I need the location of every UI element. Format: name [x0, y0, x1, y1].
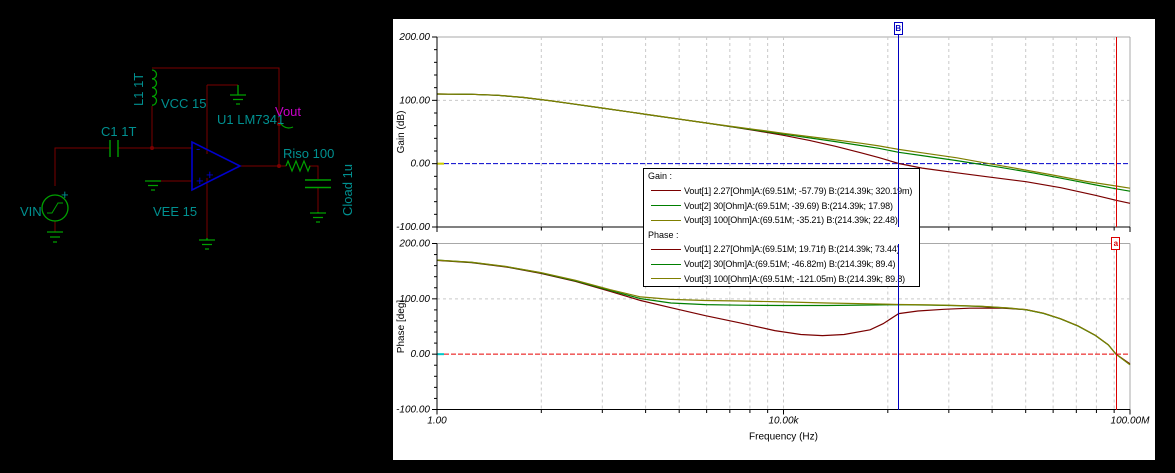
c1-capacitor-symbol[interactable]	[109, 140, 119, 157]
opamp-plus-sign-2: +	[206, 167, 214, 182]
legend-entry-text: Vout[2] 30[Ohm]A:(69.51M; -46.82m) B:(21…	[684, 259, 896, 270]
riso-label: Riso 100	[283, 146, 334, 161]
vin-source-symbol[interactable]	[41, 194, 69, 222]
vcc-label: VCC 15	[161, 96, 207, 111]
vcc-ground-icon[interactable]	[230, 85, 246, 105]
legend-entry-text: Vout[3] 100[Ohm]A:(69.51M; -121.05m) B:(…	[684, 273, 906, 284]
legend-row: Vout[3] 100[Ohm]A:(69.51M; -35.21) B:(21…	[644, 213, 919, 227]
vee-label: VEE 15	[153, 204, 197, 219]
legend-box[interactable]: Gain : Vout[1] 2.27[Ohm]A:(69.51M; -57.79…	[643, 168, 920, 287]
cload-ground-icon[interactable]	[310, 212, 326, 223]
opamp-plus-sign: +	[196, 173, 204, 188]
phase-x-tick-label: 100.00M	[1111, 416, 1151, 427]
legend-entry-text: Vout[1] 2.27[Ohm]A:(69.51M; -57.79) B:(2…	[684, 185, 913, 196]
phase-y-tick-label: -100.00	[396, 405, 430, 416]
ground-icon[interactable]	[47, 231, 63, 243]
cursor-b-line-gain[interactable]	[898, 33, 900, 227]
phase-x-tick-label: 10.00k	[768, 416, 799, 427]
cload-capacitor-symbol[interactable]	[305, 179, 331, 189]
c1-label: C1 1T	[101, 124, 136, 139]
u1-label: U1 LM7341	[217, 112, 284, 127]
legend-entry-text: Vout[2] 30[Ohm]A:(69.51M; -39.69) B:(214…	[684, 200, 893, 211]
schematic-editor[interactable]: + - + +	[0, 0, 393, 473]
vout-net-label: Vout	[275, 104, 301, 119]
gain-y-tick-label: 100.00	[399, 95, 430, 106]
legend-row: Vout[3] 100[Ohm]A:(69.51M; -121.05m) B:(…	[644, 272, 919, 286]
bode-plot: 200.00 100.00 0.00 -100.00 Gain (dB) 200.00 10…	[396, 32, 1151, 443]
wires[interactable]	[54, 67, 319, 238]
legend-swatch-line	[651, 205, 681, 207]
cload-label: Cload 1u	[340, 164, 355, 216]
l1-inductor-symbol[interactable]	[151, 69, 158, 106]
phase-y-axis-title: Phase [deg]	[396, 300, 407, 354]
phase-y-tick-label: 0.00	[411, 349, 431, 360]
gain-y-axis-title: Gain (dB)	[396, 111, 407, 154]
legend-swatch-line	[651, 263, 681, 265]
l1-label: L1 1T	[131, 73, 146, 106]
cursor-a-line-gain[interactable]	[1115, 37, 1117, 227]
legend-swatch-line	[651, 190, 681, 192]
legend-swatch-line	[651, 219, 681, 221]
phase-y-tick-label: 100.00	[399, 294, 430, 305]
legend-row: Vout[1] 2.27[Ohm]A:(69.51M; -57.79) B:(2…	[644, 184, 919, 198]
opamp-symbol[interactable]: - + +	[191, 140, 242, 192]
legend-heading: Gain :	[648, 171, 673, 182]
gain-y-tick-label: -100.00	[396, 222, 430, 233]
vin-label: VIN	[20, 204, 42, 219]
legend-row: Vout[1] 2.27[Ohm]A:(69.51M; 19.71f) B:(2…	[644, 242, 919, 256]
phase-x-tick-label: 1.00	[427, 416, 447, 427]
cursor-b-line-phase[interactable]	[898, 243, 900, 410]
phase-y-tick-label: 200.00	[398, 239, 430, 250]
node-dots	[150, 122, 281, 168]
phase-curve-vout3[interactable]	[436, 259, 1131, 366]
gain-y-tick-label: 0.00	[411, 159, 431, 170]
legend-entry-text: Vout[1] 2.27[Ohm]A:(69.51M; 19.71f) B:(2…	[684, 244, 900, 255]
legend-row: Vout[2] 30[Ohm]A:(69.51M; -46.82m) B:(21…	[644, 257, 919, 271]
legend-entry-text: Vout[3] 100[Ohm]A:(69.51M; -35.21) B:(21…	[684, 215, 898, 226]
vout-pin-icon[interactable]	[280, 123, 294, 129]
vee-ground-icon[interactable]	[199, 238, 215, 250]
legend-swatch-line	[651, 278, 681, 280]
cursor-b-flag[interactable]: B	[893, 21, 903, 35]
legend-row: Vout[2] 30[Ohm]A:(69.51M; -39.69) B:(214…	[644, 199, 919, 213]
legend-heading: Phase :	[648, 229, 679, 240]
cursor-a-line-phase[interactable]	[1115, 249, 1117, 410]
analysis-window: 200.00 100.00 0.00 -100.00 Gain (dB) 200.00 10…	[393, 19, 1155, 460]
gain-curve-vout3[interactable]	[436, 93, 1131, 189]
vin-plus-sign: +	[61, 187, 69, 202]
gain-y-tick-label: 200.00	[398, 32, 430, 43]
phase-x-axis-title: Frequency (Hz)	[749, 432, 818, 443]
riso-resistor-symbol[interactable]	[285, 159, 311, 173]
input-ground-icon[interactable]	[145, 180, 161, 191]
cursor-a-flag[interactable]: a	[1111, 237, 1121, 250]
opamp-minus-sign: -	[196, 141, 200, 156]
legend-swatch-line	[651, 248, 681, 250]
